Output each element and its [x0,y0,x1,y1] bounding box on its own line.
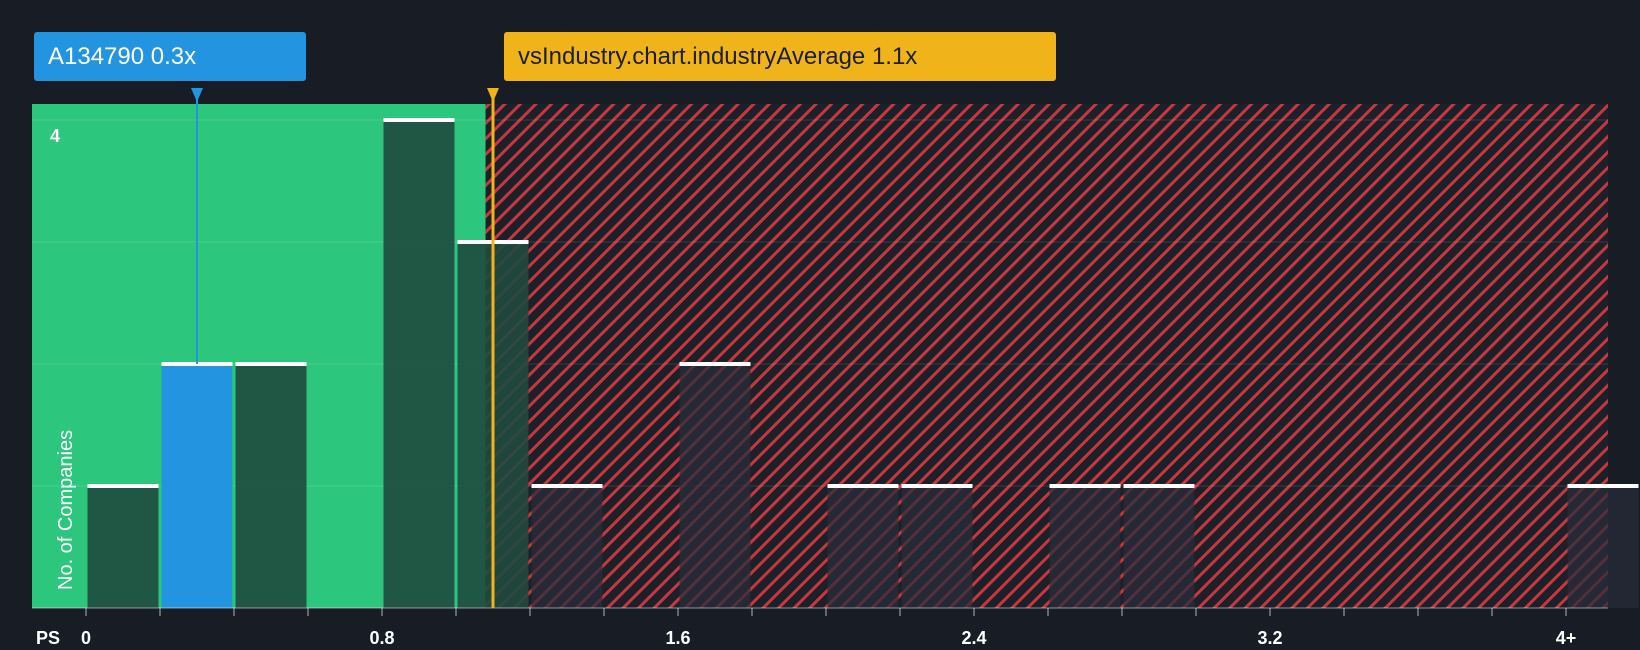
histogram-bar [679,364,751,608]
company-callout: A134790 0.3x [34,32,306,81]
histogram-bar [1567,486,1639,608]
histogram-bar [161,364,233,608]
y-tick-label: 4 [50,126,61,146]
histogram-bar [383,120,455,608]
histogram-bar [87,486,159,608]
company-callout-pointer [191,88,203,102]
y-axis-label: No. of Companies [55,429,77,590]
bar-top-marker [235,362,307,366]
industry-callout-pointer [487,88,499,102]
bar-top-marker [1049,484,1121,488]
x-tick-label: 4+ [1555,628,1577,648]
histogram-bar [1049,486,1121,608]
bar-top-marker [531,484,603,488]
bar-top-marker [1567,484,1639,488]
x-tick-label: 2.4 [961,628,987,648]
x-axis-unit-label: PS [36,628,61,648]
overvalued-zone [485,104,1609,608]
industry-average-callout: vsIndustry.chart.industryAverage 1.1x [504,32,1056,81]
histogram-bar [531,486,603,608]
x-tick-label: 1.6 [665,628,691,648]
histogram-bar [827,486,899,608]
bar-top-marker [1123,484,1195,488]
histogram-bar [1123,486,1195,608]
x-tick-label: 0 [80,628,92,648]
bar-top-marker [87,484,159,488]
bar-top-marker [901,484,973,488]
bar-top-marker [827,484,899,488]
bar-top-marker [679,362,751,366]
histogram-bar [901,486,973,608]
histogram-bar [235,364,307,608]
bar-top-marker [383,118,455,122]
x-tick-label: 0.8 [369,628,395,648]
x-tick-label: 3.2 [1257,628,1283,648]
